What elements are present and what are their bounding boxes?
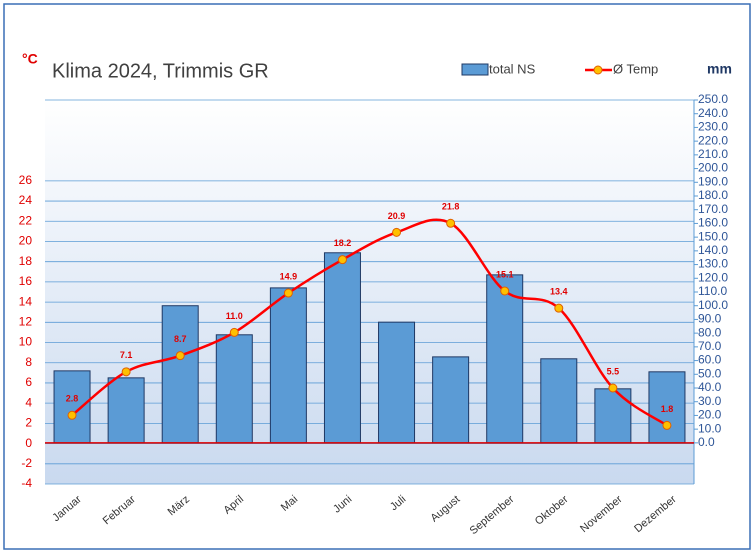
data-label: 7.1: [120, 350, 133, 360]
y-tick-label: 10: [19, 335, 33, 349]
temp-marker: [67, 410, 77, 420]
y-tick-label: 16: [19, 274, 33, 288]
temp-marker: [392, 227, 402, 237]
bar: [540, 358, 578, 444]
y2-tick-label: 220.0: [698, 133, 728, 147]
y2-tick-label: 60.0: [698, 353, 722, 367]
y-tick-label: 12: [19, 314, 33, 328]
y-tick-label: 8: [25, 355, 32, 369]
y2-tick-label: 120.0: [698, 270, 728, 284]
data-label: 20.9: [388, 211, 406, 221]
y2-tick-label: 180.0: [698, 188, 728, 202]
y-tick-label: 2: [25, 416, 32, 430]
y2-tick-label: 160.0: [698, 216, 728, 230]
y-tick-label: 0: [25, 436, 32, 450]
y2-tick-label: 100.0: [698, 298, 728, 312]
y2-tick-label: 90.0: [698, 312, 722, 326]
bar: [53, 370, 91, 444]
bar: [269, 287, 307, 444]
y2-tick-label: 0.0: [698, 435, 715, 449]
y2-tick-label: 210.0: [698, 147, 728, 161]
y2-tick-label: 30.0: [698, 394, 722, 408]
legend-swatch: [461, 63, 489, 76]
y2-tick-label: 20.0: [698, 408, 722, 422]
y-tick-label: -4: [21, 476, 32, 490]
y2-tick-label: 240.0: [698, 106, 728, 120]
data-label: 14.9: [280, 271, 298, 281]
bar: [215, 334, 253, 444]
bar: [323, 252, 361, 444]
y-tick-label: 26: [19, 173, 33, 187]
y-tick-label: 6: [25, 375, 32, 389]
temp-marker: [554, 303, 564, 313]
y2-tick-label: 50.0: [698, 366, 722, 380]
y-unit: °C: [22, 51, 38, 67]
bar: [594, 388, 632, 444]
y-tick-label: 18: [19, 254, 33, 268]
bar: [648, 371, 686, 444]
y2-tick-label: 190.0: [698, 174, 728, 188]
y2-tick-label: 150.0: [698, 229, 728, 243]
y-tick-label: 14: [19, 294, 33, 308]
temp-marker: [500, 286, 510, 296]
temp-marker: [175, 351, 185, 361]
temp-marker: [283, 288, 293, 298]
temp-marker: [337, 255, 347, 265]
y2-tick-label: 130.0: [698, 257, 728, 271]
temp-marker: [121, 367, 131, 377]
legend-label: total NS: [489, 61, 536, 76]
y-tick-label: 24: [19, 193, 33, 207]
data-label: 13.4: [550, 287, 568, 297]
y2-tick-label: 250.0: [698, 92, 728, 106]
y-tick-label: 22: [19, 213, 33, 227]
bar: [107, 377, 145, 444]
y2-tick-label: 140.0: [698, 243, 728, 257]
bar: [378, 321, 416, 444]
y2-tick-label: 230.0: [698, 120, 728, 134]
data-label: 21.8: [442, 202, 460, 212]
temp-marker: [446, 218, 456, 228]
bar: [486, 274, 524, 444]
y2-tick-label: 70.0: [698, 339, 722, 353]
data-label: 8.7: [174, 334, 187, 344]
bar: [432, 356, 470, 444]
y2-tick-label: 10.0: [698, 421, 722, 435]
y-tick-label: 4: [25, 395, 32, 409]
data-label: 5.5: [607, 366, 620, 376]
legend-marker: [593, 65, 603, 75]
data-label: 1.8: [661, 404, 674, 414]
temp-marker: [229, 327, 239, 337]
data-label: 11.0: [226, 311, 243, 321]
y2-tick-label: 200.0: [698, 161, 728, 175]
chart-title: Klima 2024, Trimmis GR: [52, 60, 269, 82]
y-tick-label: -2: [21, 456, 32, 470]
data-label: 18.2: [334, 238, 352, 248]
y2-tick-label: 170.0: [698, 202, 728, 216]
y2-tick-label: 80.0: [698, 325, 722, 339]
legend-label: Ø Temp: [613, 61, 658, 76]
data-label: 15.1: [496, 269, 514, 279]
plot-area: [45, 100, 694, 484]
bar: [161, 305, 199, 444]
y-tick-label: 20: [19, 234, 33, 248]
y2-unit: mm: [707, 61, 732, 77]
temp-marker: [662, 420, 672, 430]
temp-marker: [608, 383, 618, 393]
data-label: 2.8: [66, 394, 79, 404]
y2-tick-label: 110.0: [698, 284, 727, 298]
y2-tick-label: 40.0: [698, 380, 722, 394]
